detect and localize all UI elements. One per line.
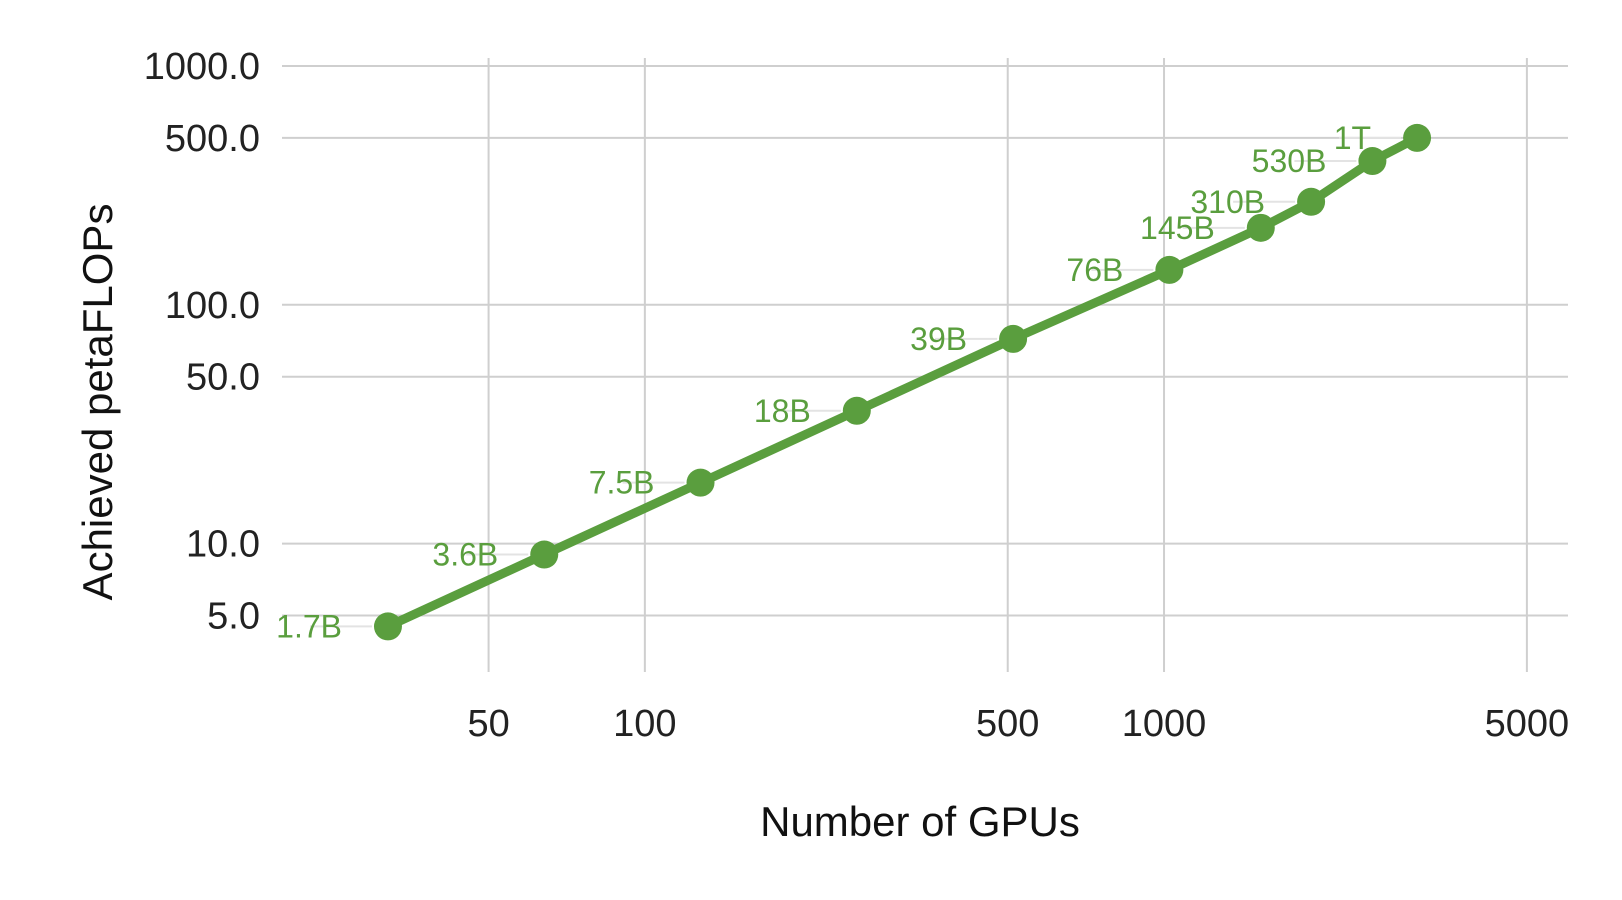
point-label: 145B xyxy=(1140,210,1215,246)
data-point xyxy=(1358,147,1387,176)
data-point xyxy=(999,324,1028,353)
point-label: 530B xyxy=(1252,143,1327,179)
y-tick-label: 10.0 xyxy=(186,524,260,566)
point-label: 7.5B xyxy=(589,465,655,501)
point-label: 1T xyxy=(1334,120,1371,156)
x-tick-label: 1000 xyxy=(1122,703,1207,745)
y-tick-label: 100.0 xyxy=(165,285,260,327)
series-line xyxy=(383,133,1422,631)
y-tick-label: 50.0 xyxy=(186,357,260,399)
data-point xyxy=(1297,187,1326,216)
x-axis-title: Number of GPUs xyxy=(760,798,1080,845)
x-tick-label: 500 xyxy=(976,703,1039,745)
x-tick-label: 5000 xyxy=(1485,703,1570,745)
y-axis-title: Achieved petaFLOPs xyxy=(74,204,121,601)
point-label: 18B xyxy=(754,393,811,429)
y-tick-labels: 5.0 10.0 50.0 100.0 500.0 1000.0 xyxy=(144,46,260,638)
point-label: 76B xyxy=(1066,252,1123,288)
y-tick-label: 5.0 xyxy=(207,596,260,638)
data-point xyxy=(1246,213,1275,242)
data-point xyxy=(530,540,559,569)
y-tick-label: 1000.0 xyxy=(144,46,260,88)
point-label: 39B xyxy=(910,321,967,357)
data-point xyxy=(373,612,402,641)
data-point xyxy=(842,396,871,425)
series-line-path xyxy=(383,133,1422,631)
x-tick-label: 100 xyxy=(613,703,676,745)
x-tick-labels: 50 100 500 1000 5000 xyxy=(467,703,1569,745)
data-points xyxy=(373,123,1432,641)
data-point xyxy=(1155,255,1184,284)
data-point xyxy=(686,468,715,497)
y-tick-label: 500.0 xyxy=(165,118,260,160)
x-tick-label: 50 xyxy=(467,703,509,745)
data-point xyxy=(1403,123,1432,152)
point-label: 1.7B xyxy=(276,608,342,644)
point-label: 310B xyxy=(1190,184,1265,220)
point-label: 3.6B xyxy=(432,537,498,573)
